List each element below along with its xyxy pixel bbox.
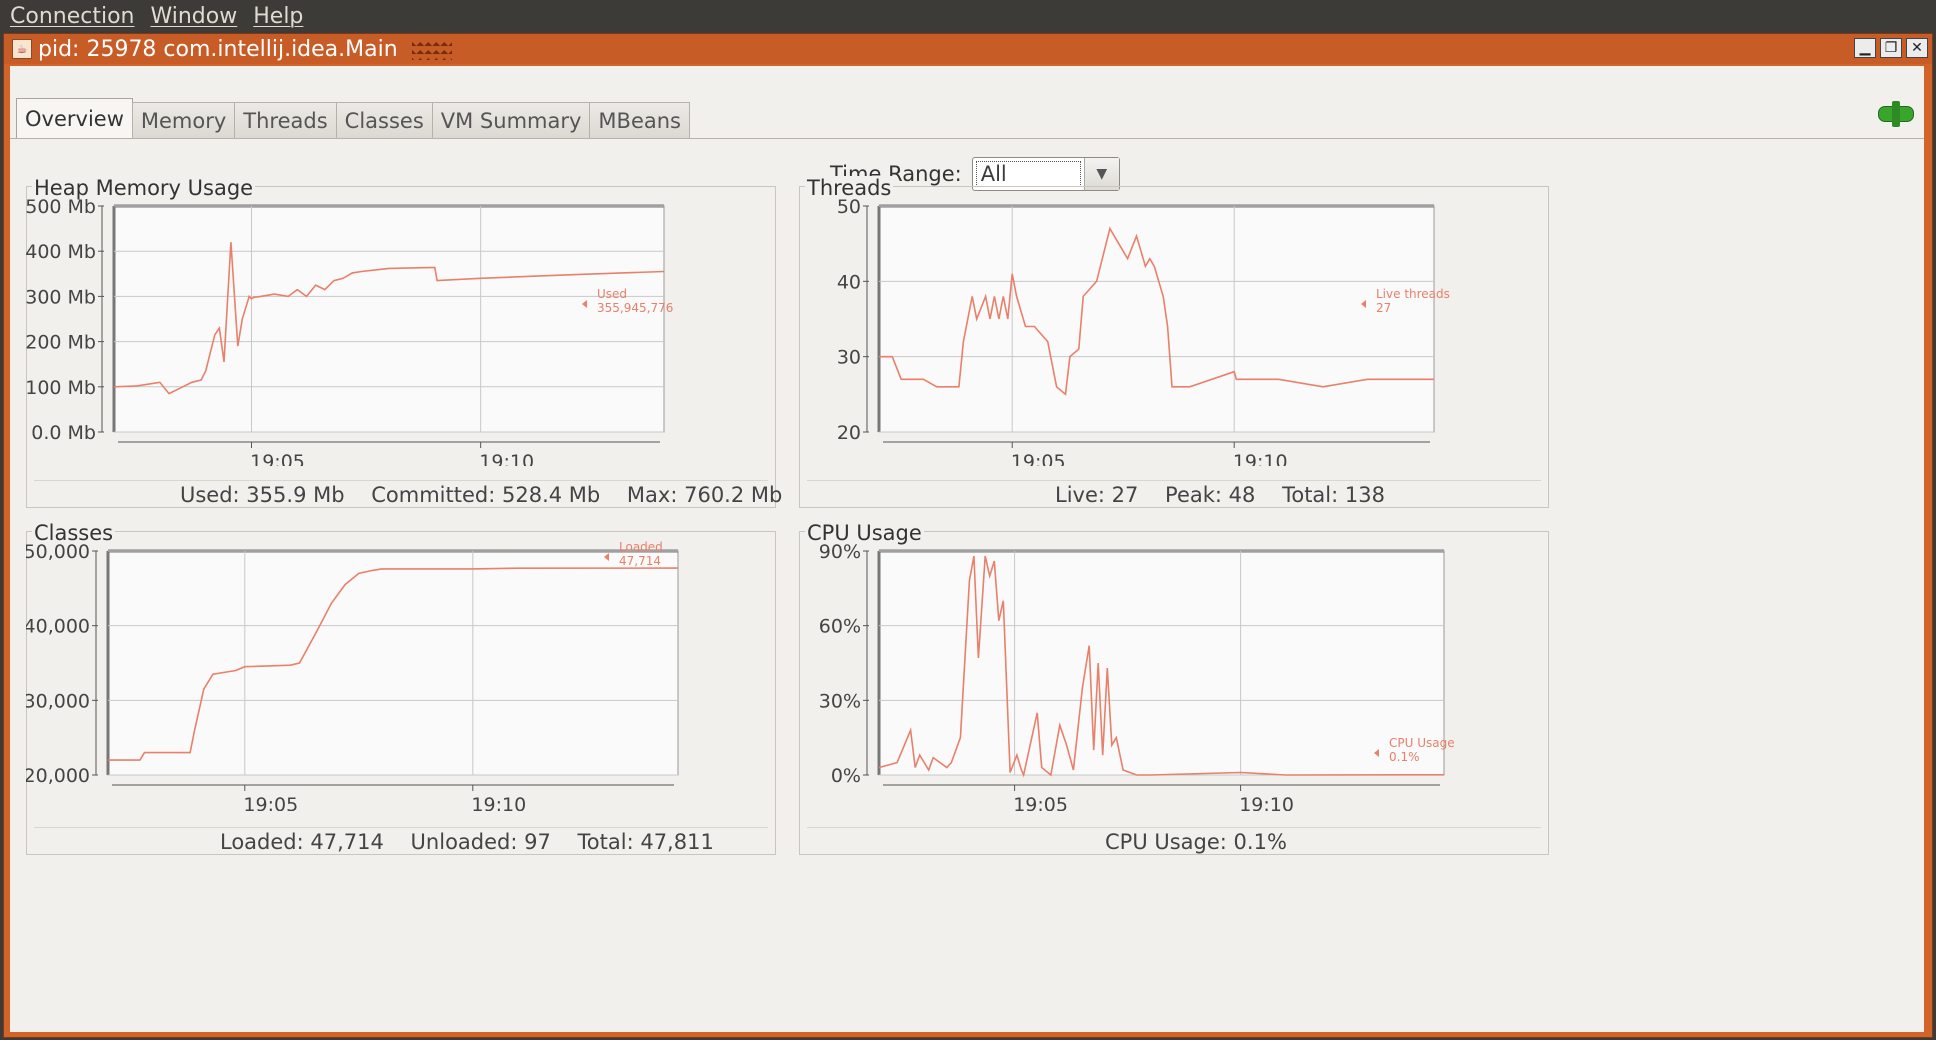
close-button[interactable]: ✕ [1906, 38, 1928, 58]
menu-help[interactable]: Help [253, 4, 304, 29]
classes-panel: Classes 20,000 30,000 40,000 50,000 19:05 19:… [26, 521, 776, 856]
panel-title: CPU Usage [805, 521, 924, 545]
y-tick-label: 100 Mb [26, 377, 96, 399]
menu-bar: Connection Window Help [0, 0, 1936, 33]
series-name: Loaded [619, 540, 663, 554]
y-tick-label: 30,000 [26, 690, 90, 712]
panel-title: Heap Memory Usage [32, 176, 256, 200]
series-marker-arrow-icon [604, 553, 609, 561]
x-tick-label: 19:10 [471, 794, 526, 811]
y-tick-label: 300 Mb [26, 286, 96, 308]
time-range-control: Time Range: All ▼ [830, 157, 1120, 191]
series-name: CPU Usage [1389, 736, 1455, 750]
plot-area [113, 205, 665, 433]
tab-classes[interactable]: Classes [335, 102, 433, 138]
heap-memory-panel: Heap Memory Usage 0.0 Mb 100 Mb 200 Mb 300 … [26, 176, 782, 508]
tab-mbeans[interactable]: MBeans [589, 102, 690, 138]
classes-chart: 20,000 30,000 40,000 50,000 19:05 19:10 Loaded… [26, 540, 679, 811]
y-tick-label: 500 Mb [26, 196, 96, 218]
threads-stats: Live: 27 Peak: 48 Total: 138 [1055, 483, 1385, 507]
x-tick-label: 19:05 [250, 451, 305, 466]
restore-button[interactable]: ❐ [1880, 38, 1902, 58]
titlebar-pattern-icon [411, 38, 452, 60]
tab-strip: Overview Memory Threads Classes VM Summa… [16, 98, 690, 138]
series-value: 355,945,776 [597, 301, 673, 315]
time-range-select[interactable]: All ▼ [971, 157, 1120, 191]
plot-area [878, 550, 1445, 776]
classes-stats: Loaded: 47,714 Unloaded: 97 Total: 47,81… [220, 830, 714, 854]
x-tick-label: 19:10 [1239, 794, 1294, 811]
x-tick-label: 19:05 [243, 794, 298, 811]
panel-border [799, 186, 1549, 508]
heap-chart: 0.0 Mb 100 Mb 200 Mb 300 Mb 400 Mb 500 Mb 19:0… [26, 196, 673, 466]
plot-area [107, 550, 679, 776]
x-tick-label: 19:10 [479, 451, 534, 466]
cpu-panel: CPU Usage 0% 30% 60% 90% 19:05 19:10 CPU Usage… [799, 521, 1549, 856]
y-tick-label: 30% [819, 690, 861, 712]
y-tick-label: 0.0 Mb [31, 422, 96, 444]
panel-title: Threads [805, 176, 894, 200]
series-line [879, 226, 1434, 396]
x-tick-label: 19:10 [1233, 451, 1288, 466]
panel-title: Classes [32, 521, 116, 545]
y-tick-label: 40,000 [26, 616, 90, 638]
tab-memory[interactable]: Memory [131, 102, 236, 138]
series-marker-arrow-icon [582, 300, 587, 308]
window-titlebar[interactable]: ☕ pid: 25978 com.intellij.idea.Main ▁ ❐ … [4, 34, 1932, 64]
plot-area [878, 205, 1435, 433]
series-line [108, 567, 679, 761]
y-tick-label: 20,000 [26, 765, 90, 787]
series-line [878, 555, 1445, 778]
window-controls: ▁ ❐ ✕ [1854, 38, 1928, 58]
minimize-button[interactable]: ▁ [1854, 38, 1876, 58]
threads-panel: Threads 20 30 40 50 19:05 19:10 Live threads 27… [799, 176, 1549, 508]
tab-vm-summary[interactable]: VM Summary [431, 102, 591, 138]
y-tick-label: 200 Mb [26, 332, 96, 354]
java-app-icon: ☕ [12, 39, 32, 59]
panel-border [26, 531, 776, 855]
x-tick-label: 19:05 [1013, 794, 1068, 811]
y-tick-label: 90% [819, 541, 861, 563]
y-tick-label: 50 [837, 196, 861, 218]
panel-border [799, 531, 1549, 855]
heap-stats: Used: 355.9 Mb Committed: 528.4 Mb Max: … [180, 483, 783, 507]
y-tick-label: 400 Mb [26, 241, 96, 263]
connection-plug-icon [1878, 101, 1914, 127]
chevron-down-icon[interactable]: ▼ [1083, 158, 1119, 190]
series-value: 0.1% [1389, 750, 1420, 764]
series-name: Live threads [1376, 287, 1450, 301]
series-marker-arrow-icon [1374, 749, 1379, 757]
panel-border [26, 186, 776, 508]
panel-separator [34, 827, 768, 828]
menu-connection[interactable]: Connection [10, 4, 135, 29]
y-tick-label: 30 [837, 347, 861, 369]
series-name: Used [597, 287, 627, 301]
window-title: pid: 25978 com.intellij.idea.Main [38, 36, 398, 62]
internal-window: ☕ pid: 25978 com.intellij.idea.Main ▁ ❐ … [3, 33, 1933, 1038]
x-tick-label: 19:05 [1011, 451, 1066, 466]
series-value: 27 [1376, 301, 1391, 315]
y-tick-label: 0% [831, 765, 861, 787]
time-range-value: All [975, 161, 1081, 187]
y-tick-label: 60% [819, 616, 861, 638]
menu-window[interactable]: Window [150, 4, 238, 29]
tab-threads[interactable]: Threads [234, 102, 337, 138]
cpu-stats: CPU Usage: 0.1% [1105, 830, 1287, 854]
series-value: 47,714 [619, 554, 661, 568]
series-marker-arrow-icon [1361, 300, 1366, 308]
y-tick-label: 40 [837, 271, 861, 293]
window-content: Overview Memory Threads Classes VM Summa… [10, 66, 1924, 1032]
tab-divider [10, 138, 1924, 139]
y-tick-label: 50,000 [26, 541, 90, 563]
y-tick-label: 20 [837, 422, 861, 444]
panel-separator [807, 827, 1541, 828]
panel-separator [807, 480, 1541, 481]
series-line [113, 242, 665, 395]
tab-overview[interactable]: Overview [16, 98, 133, 138]
panel-separator [34, 480, 768, 481]
